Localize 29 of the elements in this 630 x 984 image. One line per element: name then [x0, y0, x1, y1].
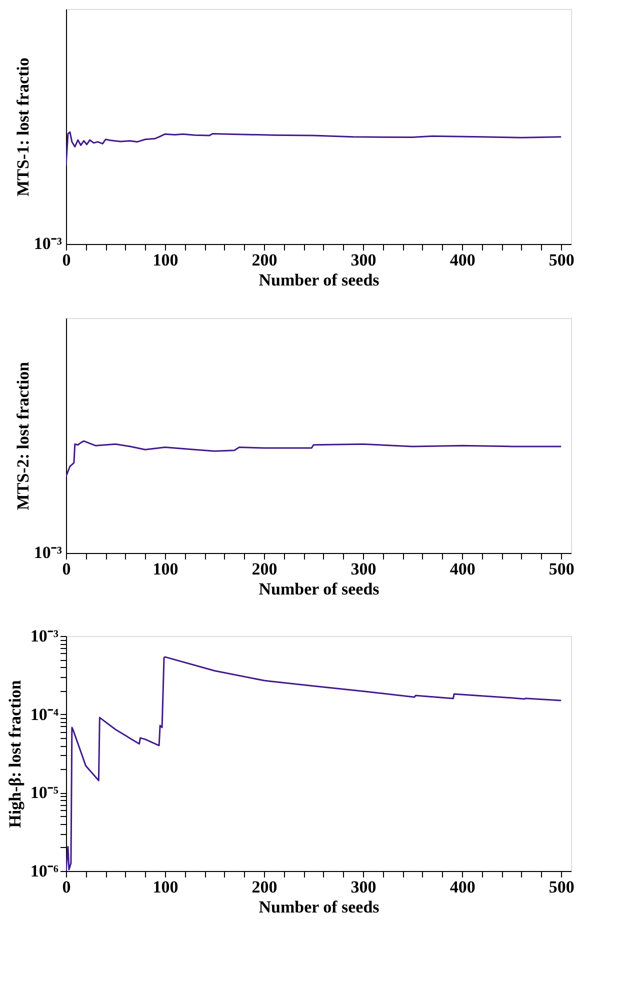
x-tick-label: 400: [450, 878, 476, 896]
x-axis-title: Number of seeds: [258, 898, 380, 916]
y-tick-label: 10⁻⁶: [30, 862, 58, 880]
x-tick-label: 200: [252, 250, 278, 270]
y-axis-title: MTS-2: lost fraction: [14, 361, 32, 510]
x-tick-label: 300: [350, 878, 376, 896]
y-axis-title: High-β: lost fraction: [5, 680, 24, 828]
x-tick-label: 200: [252, 878, 278, 896]
x-tick-label: 0: [62, 878, 71, 896]
x-tick-label: 100: [152, 878, 178, 896]
y-tick-label: 10⁻⁴: [30, 704, 58, 724]
x-tick-label: 100: [152, 560, 178, 578]
y-tick-label: 10⁻³: [30, 626, 58, 646]
x-axis-title: Number of seeds: [258, 580, 380, 598]
x-tick-label: 400: [450, 250, 476, 270]
x-tick-label: 500: [548, 878, 574, 896]
x-tick-label: 400: [450, 560, 476, 578]
line-series: [66, 656, 562, 871]
x-axis-title: Number of seeds: [258, 270, 380, 290]
y-tick-label: 10⁻⁵: [30, 783, 58, 802]
x-tick-label: 300: [350, 560, 376, 578]
x-tick-label: 500: [548, 250, 574, 270]
y-axis-title: MTS-1: lost fractio: [14, 58, 32, 196]
x-tick-label: 100: [152, 250, 178, 270]
x-tick-label: 0: [62, 560, 71, 578]
x-tick-label: 200: [252, 560, 278, 578]
x-tick-label: 0: [62, 250, 71, 270]
x-tick-label: 300: [350, 250, 376, 270]
x-tick-label: 500: [548, 560, 574, 578]
